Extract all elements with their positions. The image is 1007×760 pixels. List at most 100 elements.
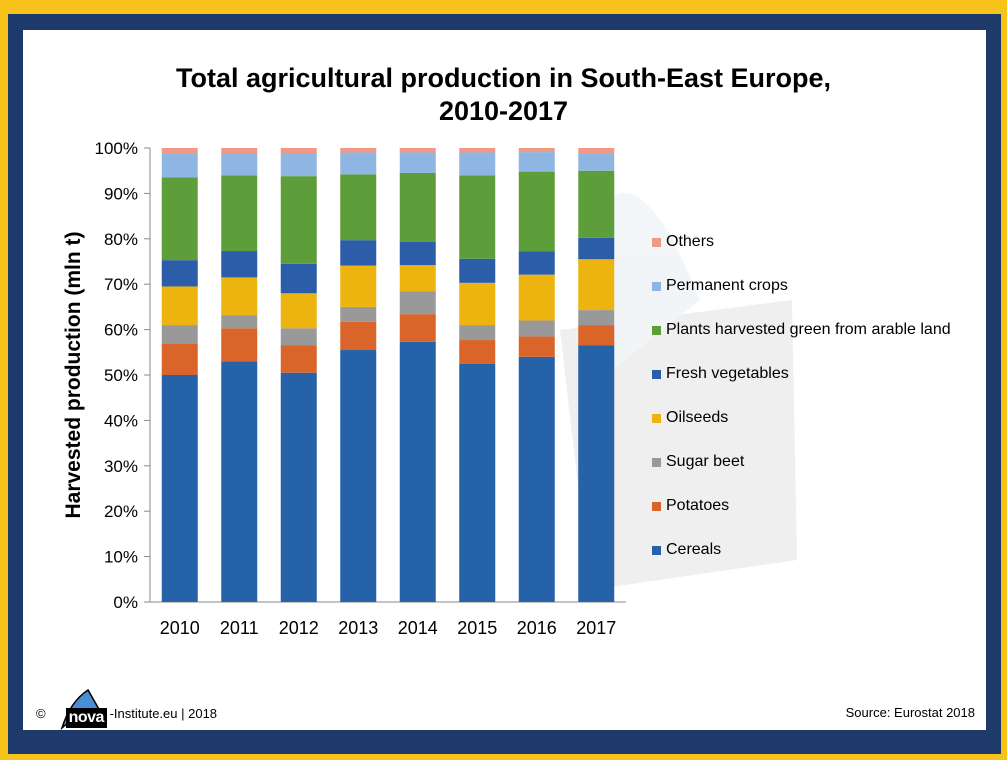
legend-item: Oilseeds: [652, 408, 728, 428]
bar-segment: [280, 372, 317, 602]
bar-segment: [161, 375, 198, 602]
x-tick-label: 2012: [279, 618, 319, 638]
bar-segment: [280, 328, 317, 346]
y-tick-label: 10%: [104, 548, 138, 567]
legend-swatch: [652, 457, 661, 467]
x-tick-label: 2013: [338, 618, 378, 638]
bar-segment: [340, 148, 377, 153]
legend-label: Sugar beet: [666, 453, 745, 470]
bar-segment: [399, 314, 436, 342]
bar-segment: [221, 148, 258, 153]
bar-segment: [221, 277, 258, 316]
nova-logo-text: nova: [65, 708, 107, 728]
bar-segment: [459, 258, 496, 283]
legend-item: Sugar beet: [652, 452, 744, 472]
x-tick-label: 2016: [517, 618, 557, 638]
legend-item: Others: [652, 232, 714, 252]
y-axis-label: Harvested production (mln t): [62, 231, 85, 519]
bar-segment: [399, 291, 436, 315]
bar-segment: [280, 176, 317, 264]
bar-segment: [578, 153, 615, 171]
bar-segment: [161, 343, 198, 375]
bar-segment: [340, 321, 377, 351]
bar-segment: [221, 175, 258, 252]
bar-segment: [161, 286, 198, 326]
y-tick-label: 50%: [104, 366, 138, 385]
y-tick-label: 40%: [104, 411, 138, 430]
y-tick-label: 20%: [104, 502, 138, 521]
legend-item: Fresh vegetables: [652, 364, 789, 384]
bar-segment: [459, 363, 496, 602]
legend-label: Permanent crops: [666, 277, 788, 294]
legend-swatch: [652, 501, 661, 511]
legend-item: Permanent crops: [652, 276, 788, 296]
bar-segment: [518, 336, 555, 357]
bar-segment: [459, 148, 496, 153]
bar-segment: [459, 282, 496, 326]
legend-label: Others: [666, 233, 715, 250]
legend-item: Cereals: [652, 540, 721, 560]
bar-segment: [459, 340, 496, 364]
bar-segment: [518, 251, 555, 275]
legend-label: Fresh vegetables: [666, 365, 789, 382]
bar-segment: [399, 172, 436, 242]
legend-swatch: [652, 281, 661, 291]
bar-segment: [578, 259, 615, 311]
bar-segment: [221, 328, 258, 362]
x-tick-label: 2017: [576, 618, 616, 638]
bar-segment: [221, 152, 258, 176]
legend-swatch: [652, 369, 661, 379]
nova-logo: nova: [48, 688, 110, 738]
bar-segment: [518, 171, 555, 252]
footer-source: Source: Eurostat 2018: [845, 705, 975, 720]
legend-label: Potatoes: [666, 497, 730, 514]
legend-item: Plants harvested green from arable land: [652, 320, 951, 340]
bar-segment: [578, 237, 615, 260]
bar-segment: [340, 152, 377, 175]
bar-segment: [280, 148, 317, 153]
bar-segment: [399, 265, 436, 292]
x-tick-label: 2010: [160, 618, 200, 638]
copyright-symbol: ©: [36, 705, 46, 721]
bar-segment: [578, 148, 615, 154]
y-tick-label: 70%: [104, 275, 138, 294]
bar-segment: [161, 153, 198, 178]
legend-swatch: [652, 237, 661, 247]
legend-item: Potatoes: [652, 496, 729, 516]
legend-label: Oilseeds: [666, 409, 729, 426]
footer-site: -Institute.eu | 2018: [109, 705, 218, 721]
bar-segment: [459, 152, 496, 176]
y-tick-label: 100%: [95, 139, 138, 158]
y-tick-label: 80%: [104, 230, 138, 249]
nova-watermark: [560, 192, 797, 590]
bar-segment: [518, 274, 555, 321]
bar-segment: [399, 341, 436, 602]
bar-segment: [280, 152, 317, 177]
chart-title-line-1: Total agricultural production in South-E…: [175, 63, 831, 93]
bar-segment: [280, 263, 317, 294]
bar-segment: [340, 265, 377, 307]
bar-segment: [161, 260, 198, 287]
bar-segment: [280, 345, 317, 373]
y-tick-label: 30%: [104, 457, 138, 476]
bar-segment: [221, 315, 258, 329]
y-tick-label: 60%: [104, 321, 138, 340]
bar-segment: [399, 241, 436, 266]
chart-title-line-2: 2010-2017: [438, 96, 569, 126]
bar-segment: [161, 148, 198, 154]
y-tick-label: 0%: [113, 593, 138, 612]
bar-segment: [518, 148, 555, 153]
bar-segment: [221, 251, 258, 278]
legend-swatch: [652, 413, 661, 423]
bar-segment: [518, 356, 555, 602]
bar-segment: [340, 174, 377, 241]
bar-segment: [280, 293, 317, 329]
bar-segment: [340, 240, 377, 266]
bar-segment: [578, 345, 615, 602]
x-tick-label: 2011: [220, 618, 259, 638]
bar-segment: [399, 152, 436, 173]
bar-segment: [578, 310, 615, 326]
bar-segment: [399, 148, 436, 153]
bar-segment: [578, 325, 615, 346]
